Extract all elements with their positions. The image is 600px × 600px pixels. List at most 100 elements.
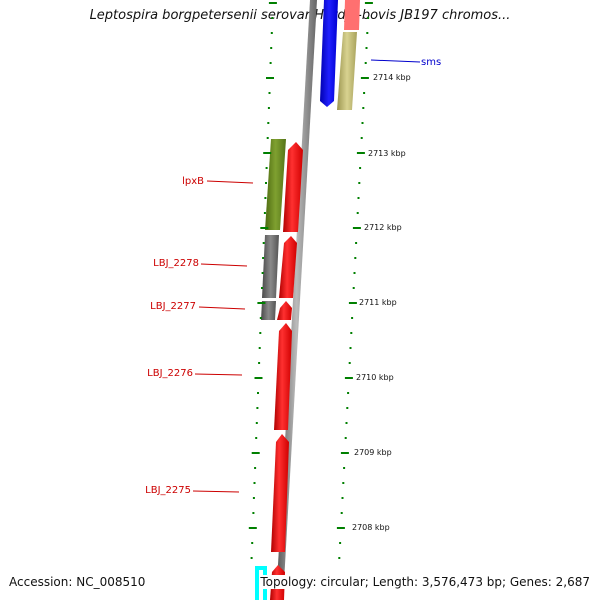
tick-mark [262,257,265,259]
topology-text: Topology: circular; Length: 3,576,473 bp… [260,575,590,589]
tick-mark [261,287,263,289]
tick-mark [270,32,273,34]
gene-labels: sms lpxB LBJ_2278 LBJ_2277 LBJ_2276 LBJ_… [145,57,441,496]
map-title: Leptospira borgpetersenii serovar Hardjo… [89,8,511,23]
tick-mark [267,122,270,124]
tick-mark [356,212,359,214]
gene-top-red[interactable] [344,0,360,30]
tick-mark [271,17,274,19]
tick-mark [364,62,367,64]
gene-khaki[interactable] [337,32,357,110]
gene-LBJ_2277-red[interactable] [277,301,292,320]
tick-mark [260,227,269,229]
leader-line-lpxB [206,180,254,184]
tick-mark [253,482,256,484]
gene-lpxB-olive[interactable] [265,139,286,230]
tick-mark [365,47,368,49]
tick-mark [348,362,351,364]
tick-mark [266,77,274,79]
leader-line-LBJ_2277 [198,306,246,310]
tick-mark [257,392,259,394]
tick-mark [251,542,254,544]
gene-LBJ_2276-red[interactable] [274,323,292,430]
tick-mark [351,317,354,319]
tick-mark [367,17,370,19]
gene-LBJ_2278-red[interactable] [279,236,297,298]
tick-mark [259,317,262,319]
gene-label-LBJ_2278[interactable]: LBJ_2278 [153,258,199,269]
tick-mark [340,512,343,514]
tick-mark [264,197,267,199]
tick-mark [352,227,361,229]
kbp-label: 2712 kbp [364,223,402,232]
gene-sms-blue[interactable] [320,0,338,107]
gene-label-LBJ_2277[interactable]: LBJ_2277 [150,301,196,312]
tick-mark [254,467,257,469]
tick-mark [360,77,369,79]
tick-mark [266,137,269,139]
tick-mark [268,92,271,94]
kbp-label: 2709 kbp [354,448,392,457]
tick-mark [269,62,272,64]
tick-mark [349,347,352,349]
tick-mark [353,272,356,274]
kbp-label: 2713 kbp [368,149,406,158]
tick-mark [347,392,350,394]
gene-LBJ_2278-gray[interactable] [262,235,279,298]
tick-mark [257,302,266,304]
leader-line-LBJ_2275 [192,490,240,493]
tick-mark [345,422,348,424]
tick-mark [346,407,349,409]
tick-mark [363,92,366,94]
tick-mark [339,542,342,544]
tick-mark [267,107,270,109]
leader-line-sms [370,59,421,63]
tick-mark [366,32,369,34]
tick-mark [360,137,363,139]
tick-mark [250,557,253,559]
kbp-scale: 2714 kbp 2713 kbp 2712 kbp 2711 kbp 2710… [352,73,411,532]
tick-mark [362,107,365,109]
tick-mark [254,377,263,379]
tick-mark [255,437,258,439]
gene-LBJ_2275-red[interactable] [271,434,289,552]
tick-mark [256,407,259,409]
tick-mark [344,437,347,439]
tick-rails [248,2,373,559]
tick-mark [356,152,365,154]
tick-mark [341,497,344,499]
tick-mark [268,2,277,4]
tick-mark [263,152,272,154]
tick-mark [357,197,360,199]
gene-lpxB-red[interactable] [283,142,303,232]
tick-mark [340,452,349,454]
tick-mark [252,512,255,514]
tick-mark [338,557,341,559]
tick-mark [258,347,261,349]
leader-line-LBJ_2276 [194,373,243,376]
tick-mark [258,362,261,364]
gene-label-LBJ_2276[interactable]: LBJ_2276 [147,368,193,379]
gene-label-sms[interactable]: sms [421,57,441,68]
gene-label-lpxB[interactable]: lpxB [182,176,204,187]
tick-mark [361,122,364,124]
tick-mark [342,482,345,484]
tick-mark [336,527,345,529]
tick-mark [265,182,267,184]
accession-text: Accession: NC_008510 [9,575,146,589]
tick-mark [248,527,257,529]
tick-mark [252,497,255,499]
gene-label-LBJ_2275[interactable]: LBJ_2275 [145,485,191,496]
tick-mark [348,302,357,304]
tick-mark [364,2,373,4]
tick-mark [355,242,358,244]
tick-mark [262,242,265,244]
gene-LBJ_2277-gray[interactable] [261,301,276,320]
tick-mark [358,182,361,184]
leader-line-LBJ_2278 [200,263,248,267]
tick-mark [352,287,355,289]
kbp-label: 2711 kbp [359,298,397,307]
kbp-label: 2710 kbp [356,373,394,382]
tick-mark [265,167,268,169]
